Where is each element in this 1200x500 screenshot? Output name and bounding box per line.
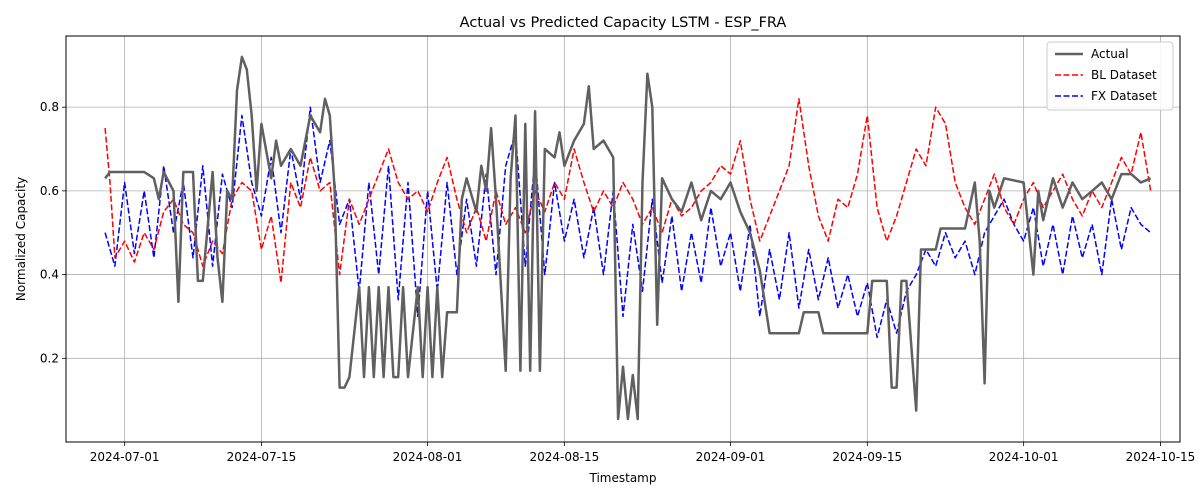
x-tick-label: 2024-07-01 — [90, 450, 160, 464]
axes-frame — [65, 35, 1181, 443]
x-tick-label: 2024-10-15 — [1126, 450, 1196, 464]
legend-label: BL Dataset — [1091, 68, 1157, 82]
x-axis-label: Timestamp — [589, 471, 657, 485]
x-tick-label: 2024-08-15 — [529, 450, 599, 464]
series-line-bl-dataset — [104, 98, 1152, 284]
chart-title: Actual vs Predicted Capacity LSTM - ESP_… — [460, 15, 787, 31]
y-tick-label: 0.8 — [40, 100, 59, 114]
legend-label: FX Dataset — [1091, 89, 1157, 103]
y-tick-label: 0.4 — [40, 268, 59, 282]
legend: Actual BL Dataset FX Dataset — [1046, 41, 1174, 111]
x-tick-label: 2024-08-01 — [393, 450, 463, 464]
legend-label: Actual — [1091, 47, 1129, 61]
plot-area — [104, 55, 1152, 421]
y-axis-label: Normalized Capacity — [14, 177, 28, 301]
series-line-fx-dataset — [104, 106, 1152, 339]
y-tick-label: 0.2 — [40, 351, 59, 365]
legend-box — [1046, 41, 1174, 111]
x-tick-label: 2024-10-01 — [989, 450, 1059, 464]
series-line-actual — [104, 55, 1152, 421]
x-tick-label: 2024-09-01 — [696, 450, 766, 464]
x-tick-label: 2024-09-15 — [832, 450, 902, 464]
x-axis-ticks: 2024-07-01 2024-07-15 2024-08-01 2024-08-15… — [90, 442, 1196, 464]
y-axis-ticks: 0.2 0.4 0.6 0.8 — [40, 100, 66, 365]
y-tick-label: 0.6 — [40, 184, 59, 198]
x-tick-label: 2024-07-15 — [227, 450, 297, 464]
